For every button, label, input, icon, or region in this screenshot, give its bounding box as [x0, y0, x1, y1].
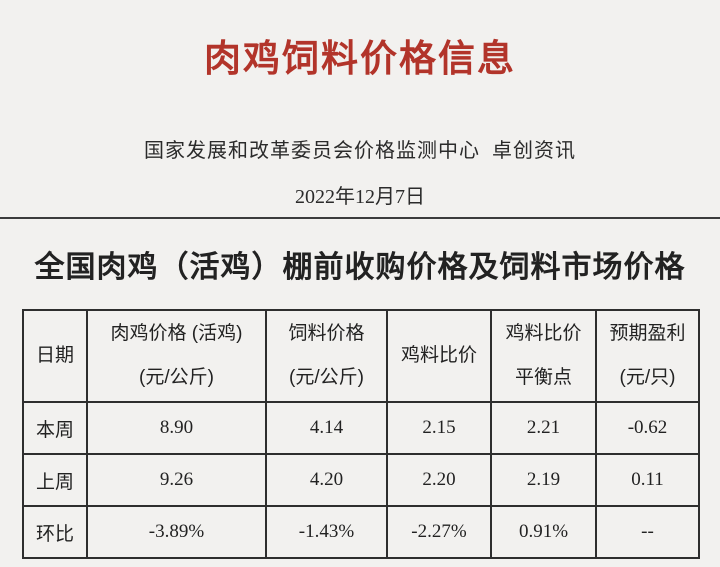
cell-value: 4.14: [265, 401, 388, 455]
cell-value: 2.20: [386, 453, 492, 507]
table-row-this-week: 本周 8.90 4.14 2.15 2.21 -0.62: [22, 401, 700, 455]
cell-value: 8.90: [86, 401, 267, 455]
table-header-row: 日期 肉鸡价格 (活鸡) (元/公斤) 饲料价格 (元/公斤) 鸡料比价 鸡料比…: [22, 309, 700, 403]
col-header-label: 饲料价格: [288, 323, 365, 344]
price-table: 日期 肉鸡价格 (活鸡) (元/公斤) 饲料价格 (元/公斤) 鸡料比价 鸡料比…: [22, 309, 700, 559]
source-line: 国家发展和改革委员会价格监测中心 卓创资讯: [144, 140, 576, 162]
col-header-label: 平衡点: [514, 367, 572, 388]
row-label: 本周: [22, 401, 88, 455]
col-header-unit: (元/公斤): [139, 367, 214, 388]
col-header-expected-profit: 预期盈利 (元/只): [595, 309, 700, 403]
cell-value: -3.89%: [86, 505, 267, 559]
col-header-chicken-feed-ratio: 鸡料比价: [386, 309, 492, 403]
col-header-label: 鸡料比价: [400, 345, 477, 366]
col-header-breakeven-ratio: 鸡料比价 平衡点: [490, 309, 597, 403]
table-row-wow-change: 环比 -3.89% -1.43% -2.27% 0.91% --: [22, 505, 700, 559]
col-header-unit: (元/只): [619, 367, 676, 388]
cell-value: 2.21: [490, 401, 597, 455]
table-row-last-week: 上周 9.26 4.20 2.20 2.19 0.11: [22, 453, 700, 507]
cell-value: 2.19: [490, 453, 597, 507]
col-header-label: 肉鸡价格 (活鸡): [110, 323, 243, 344]
cell-value: --: [595, 505, 700, 559]
section-title: 全国肉鸡（活鸡）棚前收购价格及饲料市场价格: [34, 251, 686, 284]
col-header-feed-price: 饲料价格 (元/公斤): [265, 309, 388, 403]
col-header-date: 日期: [22, 309, 88, 403]
col-header-broiler-price: 肉鸡价格 (活鸡) (元/公斤): [86, 309, 267, 403]
col-header-unit: (元/公斤): [289, 367, 364, 388]
cell-value: 9.26: [86, 453, 267, 507]
row-label: 上周: [22, 453, 88, 507]
cell-value: 0.91%: [490, 505, 597, 559]
cell-value: 2.15: [386, 401, 492, 455]
cell-value: -0.62: [595, 401, 700, 455]
cell-value: -2.27%: [386, 505, 492, 559]
cell-value: 4.20: [265, 453, 388, 507]
date-line: 2022年12月7日: [295, 186, 425, 208]
col-header-label: 预期盈利: [609, 323, 686, 344]
col-header-label: 日期: [35, 345, 74, 366]
cell-value: 0.11: [595, 453, 700, 507]
cell-value: -1.43%: [265, 505, 388, 559]
divider-line: [0, 217, 720, 219]
col-header-label: 鸡料比价: [505, 323, 582, 344]
page-title: 肉鸡饲料价格信息: [204, 38, 516, 79]
row-label: 环比: [22, 505, 88, 559]
